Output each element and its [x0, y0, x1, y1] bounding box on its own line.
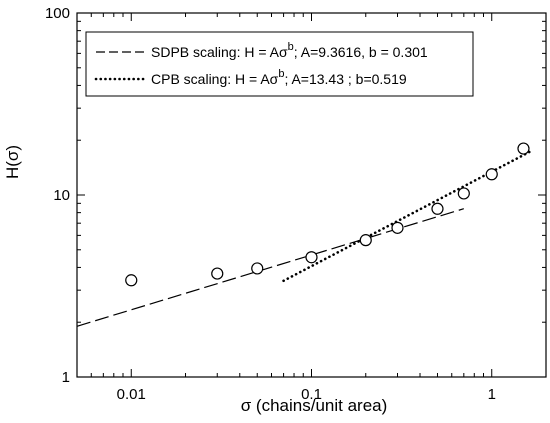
x-axis-label: σ (chains/unit area) [241, 396, 388, 415]
data-point [431, 202, 444, 215]
y-tick-label: 100 [45, 5, 70, 22]
x-tick-label: 1 [488, 386, 496, 403]
x-tick-label: 0.1 [301, 386, 322, 403]
legend-entry-cpb: CPB scaling: H = Aσb; A=13.43 ; b=0.519 [151, 68, 407, 87]
legend-box [85, 31, 474, 97]
axis-ticks [76, 12, 547, 378]
y-tick-label: 1 [62, 369, 70, 386]
fit-lines [76, 149, 533, 327]
x-tick-label: 0.01 [117, 386, 146, 403]
tick-labels: 0.01 0.1 1 1 10 100 [45, 5, 496, 403]
data-points [125, 142, 530, 287]
data-point [211, 267, 224, 280]
data-point [391, 221, 404, 234]
legend-entry-sdpb: SDPB scaling: H = Aσb; A=9.3616, b = 0.3… [151, 41, 428, 60]
y-axis-label: H(σ) [3, 145, 22, 179]
data-point [359, 234, 372, 247]
data-point [457, 187, 470, 200]
data-point [251, 262, 264, 275]
legend: SDPB scaling: H = Aσb; A=9.3616, b = 0.3… [85, 31, 474, 97]
cpb-fit-line [282, 149, 533, 283]
data-point [305, 251, 318, 264]
data-point [485, 168, 498, 181]
y-tick-label: 10 [53, 187, 70, 204]
data-point [517, 142, 530, 155]
sdpb-fit-line [76, 208, 464, 327]
data-point [125, 274, 138, 287]
